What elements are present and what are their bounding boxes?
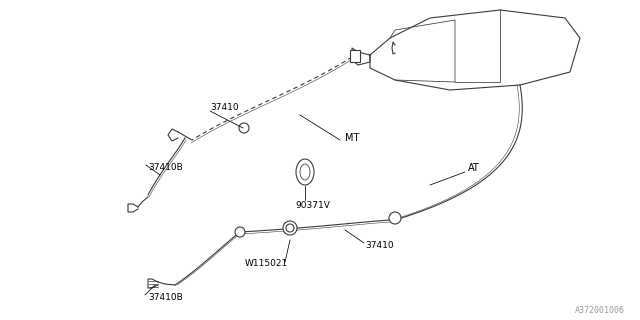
Text: 37410: 37410 xyxy=(365,242,394,251)
Circle shape xyxy=(389,212,401,224)
Circle shape xyxy=(235,227,245,237)
Text: A372001006: A372001006 xyxy=(575,306,625,315)
Text: 37410B: 37410B xyxy=(148,292,183,301)
Ellipse shape xyxy=(296,159,314,185)
Text: 37410: 37410 xyxy=(210,103,239,113)
Text: 37410B: 37410B xyxy=(148,163,183,172)
Circle shape xyxy=(286,224,294,232)
Text: W115021: W115021 xyxy=(245,260,288,268)
Text: AT: AT xyxy=(468,163,480,173)
Bar xyxy=(350,50,360,62)
Text: 90371V: 90371V xyxy=(295,201,330,210)
Ellipse shape xyxy=(300,164,310,180)
Text: MT: MT xyxy=(345,133,360,143)
Circle shape xyxy=(283,221,297,235)
Circle shape xyxy=(239,123,249,133)
